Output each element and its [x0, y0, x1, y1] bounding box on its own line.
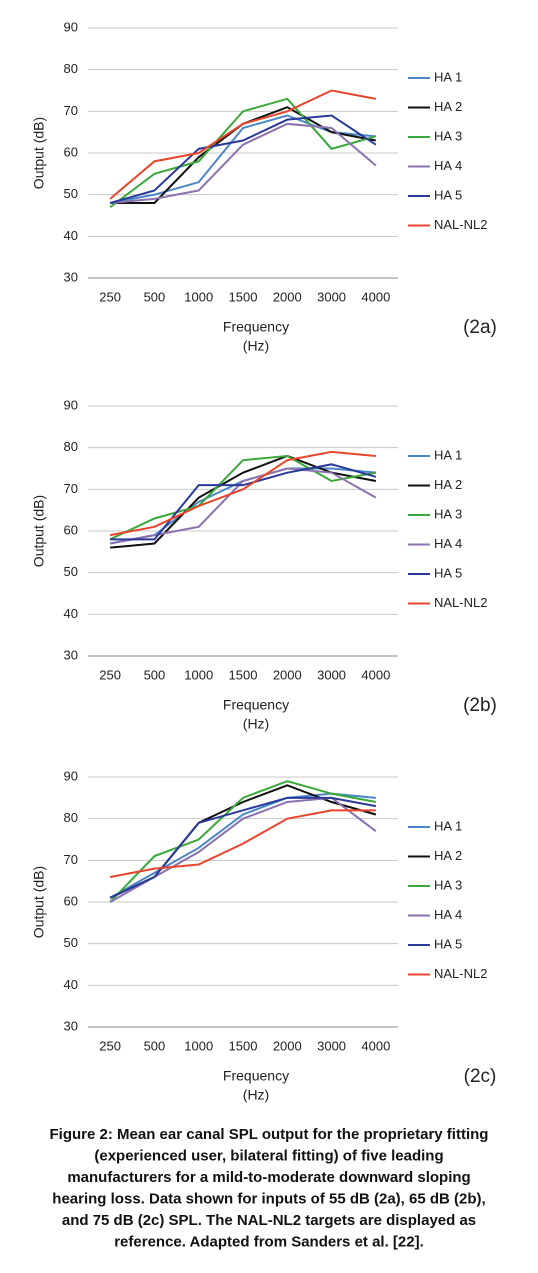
legend-label: HA 3 [434, 877, 462, 892]
x-tick-label: 4000 [361, 1038, 390, 1053]
series-line [110, 122, 377, 204]
panel-label: (2a) [463, 317, 497, 338]
series-line [109, 97, 377, 208]
x-tick-label: 500 [144, 1038, 166, 1053]
caption-line: and 75 dB (2c) SPL. The NAL-NL2 targets … [62, 1212, 476, 1229]
panel-label: (2c) [464, 1066, 497, 1087]
y-tick-label: 40 [64, 977, 78, 992]
caption-line: (experienced user, bilateral fitting) of… [94, 1147, 443, 1164]
legend-label: HA 3 [434, 506, 462, 521]
y-tick-label: 80 [64, 810, 78, 825]
y-tick-label: 70 [64, 852, 78, 867]
y-tick-label: 40 [64, 228, 78, 243]
caption-line: manufacturers for a mild-to-moderate dow… [67, 1169, 470, 1186]
x-tick-label: 2000 [273, 667, 302, 682]
x-axis-title: (Hz) [243, 716, 269, 732]
y-tick-label: 30 [64, 647, 78, 662]
x-tick-label: 2000 [273, 1038, 302, 1053]
x-tick-label: 250 [99, 289, 121, 304]
series-line [109, 780, 377, 903]
x-tick-label: 3000 [317, 1038, 346, 1053]
series-line [109, 467, 377, 545]
x-tick-label: 3000 [317, 289, 346, 304]
caption-line: hearing loss. Data shown for inputs of 5… [52, 1190, 485, 1207]
legend-label: NAL-NL2 [434, 966, 487, 981]
y-tick-label: 40 [64, 606, 78, 621]
y-tick-label: 30 [64, 1018, 78, 1033]
panel-label: (2b) [463, 695, 497, 716]
y-tick-label: 50 [64, 186, 78, 201]
caption-line: reference. Adapted from Sanders et al. [… [114, 1233, 424, 1250]
x-axis-title: Frequency [223, 697, 289, 713]
series-line [109, 450, 376, 537]
series-line [110, 463, 377, 541]
x-tick-label: 1000 [184, 289, 213, 304]
series-line [109, 796, 377, 899]
x-tick-label: 250 [99, 1038, 121, 1053]
x-axis-title: (Hz) [243, 1087, 269, 1103]
y-tick-label: 70 [64, 481, 78, 496]
x-tick-label: 2000 [273, 289, 302, 304]
x-tick-label: 1000 [184, 1038, 213, 1053]
series-line [109, 89, 377, 200]
x-tick-label: 1500 [229, 667, 258, 682]
legend-label: HA 1 [434, 818, 462, 833]
legend-label: HA 2 [434, 848, 462, 863]
x-tick-label: 1000 [184, 667, 213, 682]
y-axis-title: Output (dB) [31, 117, 47, 189]
y-axis-title: Output (dB) [31, 495, 47, 567]
y-tick-label: 80 [64, 439, 78, 454]
legend-label: NAL-NL2 [434, 217, 487, 232]
y-tick-label: 50 [64, 564, 78, 579]
legend-label: HA 5 [434, 187, 462, 202]
series-line [109, 809, 376, 878]
y-axis-title: Output (dB) [31, 866, 47, 938]
series-line [109, 454, 377, 541]
series-line [109, 792, 376, 899]
x-tick-label: 4000 [361, 667, 390, 682]
legend-label: HA 3 [434, 128, 462, 143]
legend-label: HA 4 [434, 158, 462, 173]
y-tick-label: 90 [64, 397, 78, 412]
y-tick-label: 60 [64, 522, 78, 537]
y-tick-label: 60 [64, 144, 78, 159]
legend-label: HA 5 [434, 565, 462, 580]
x-tick-label: 4000 [361, 289, 390, 304]
y-tick-label: 70 [64, 103, 78, 118]
legend-label: HA 4 [434, 536, 462, 551]
x-tick-label: 3000 [317, 667, 346, 682]
legend-label: HA 1 [434, 69, 462, 84]
legend-label: HA 4 [434, 907, 462, 922]
x-tick-label: 500 [144, 289, 166, 304]
series-line [110, 106, 377, 204]
caption-line: Figure 2: Mean ear canal SPL output for … [50, 1126, 489, 1143]
y-tick-label: 30 [64, 269, 78, 284]
x-tick-label: 500 [144, 667, 166, 682]
y-tick-label: 90 [64, 19, 78, 34]
legend-label: HA 5 [434, 936, 462, 951]
legend-label: HA 2 [434, 99, 462, 114]
y-tick-label: 60 [64, 893, 78, 908]
y-tick-label: 50 [64, 935, 78, 950]
legend-label: HA 1 [434, 447, 462, 462]
x-tick-label: 1500 [229, 1038, 258, 1053]
legend-label: NAL-NL2 [434, 595, 487, 610]
x-tick-label: 250 [99, 667, 121, 682]
x-axis-title: Frequency [223, 1068, 289, 1084]
legend-label: HA 2 [434, 477, 462, 492]
series-line [109, 114, 376, 204]
series-line [109, 114, 377, 204]
x-axis-title: (Hz) [243, 338, 269, 354]
x-tick-label: 1500 [229, 289, 258, 304]
y-tick-label: 80 [64, 61, 78, 76]
y-tick-label: 90 [64, 768, 78, 783]
x-axis-title: Frequency [223, 319, 289, 335]
